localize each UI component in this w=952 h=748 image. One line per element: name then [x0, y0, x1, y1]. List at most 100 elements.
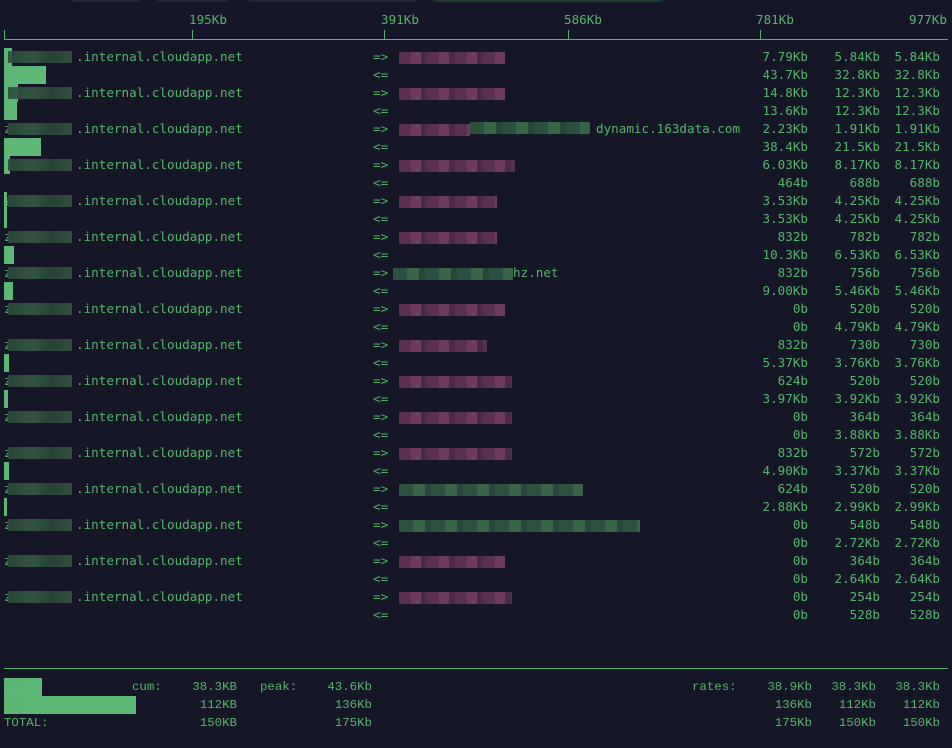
scale-tick — [4, 30, 5, 40]
rx-rate-bar — [4, 138, 41, 156]
scale-axis — [4, 39, 948, 40]
rx-rate-40s: 688b — [909, 175, 940, 190]
rx-rate-40s: 4.79Kb — [894, 319, 941, 334]
tx-rate-10s: 38.3Kb — [831, 680, 876, 694]
tx-rate-10s: 364b — [849, 409, 880, 424]
host-name[interactable]: .internal.cloudapp.net — [76, 373, 243, 388]
host-name[interactable]: .internal.cloudapp.net — [76, 157, 243, 172]
rx-rate-40s: 3.92Kb — [894, 391, 941, 406]
rx-rate-10s: 32.8Kb — [834, 67, 881, 82]
host-name[interactable]: .internal.cloudapp.net — [76, 481, 243, 496]
rx-rate-40s: 112Kb — [902, 698, 940, 712]
total-label: TOTAL: — [4, 716, 49, 730]
redacted-host — [8, 591, 72, 603]
rx-rate-2s: 3.97Kb — [762, 391, 809, 406]
tx-rate-2s: 0b — [792, 409, 808, 424]
tx-rate-40s: 254b — [909, 589, 940, 604]
redacted-destination — [399, 376, 512, 388]
rx-rate-40s: 528b — [909, 607, 940, 622]
tx-arrow: => — [373, 49, 389, 64]
tx-rate-10s: 730b — [849, 337, 880, 352]
rx-rate-bar — [4, 282, 13, 300]
rx-arrow: <= — [373, 67, 389, 82]
host-prefix: z — [4, 480, 12, 498]
tx-rate-2s: 14.8Kb — [762, 85, 809, 100]
host-name[interactable]: .internal.cloudapp.net — [76, 445, 243, 460]
tx-rate-2s: 38.9Kb — [767, 680, 812, 694]
rates-label: rates: — [692, 680, 737, 694]
total-rate-40s: 150Kb — [902, 716, 940, 730]
tx-arrow: => — [373, 337, 389, 352]
redacted-host — [8, 411, 72, 423]
rx-rate-10s: 3.37Kb — [834, 463, 881, 478]
rx-rate-10s: 3.88Kb — [834, 427, 881, 442]
tx-rate-10s: 364b — [849, 553, 880, 568]
tx-rate-10s: 8.17Kb — [834, 157, 881, 172]
redacted-host — [8, 231, 72, 243]
scale-tick — [760, 30, 761, 40]
tx-rate-10s: 1.91Kb — [834, 121, 881, 136]
host-prefix: z — [4, 120, 12, 138]
rx-rate-10s: 5.46Kb — [834, 283, 881, 298]
tx-arrow: => — [373, 265, 389, 280]
redacted-host — [8, 303, 72, 315]
host-name[interactable]: .internal.cloudapp.net — [76, 589, 243, 604]
host-name[interactable]: .internal.cloudapp.net — [76, 121, 243, 136]
host-prefix: z — [4, 444, 12, 462]
rx-rate-2s: 2.88Kb — [762, 499, 809, 514]
host-name[interactable]: .internal.cloudapp.net — [76, 85, 243, 100]
total-rate-10s: 150Kb — [838, 716, 876, 730]
tab[interactable] — [70, 0, 142, 2]
host-name[interactable]: .internal.cloudapp.net — [76, 337, 243, 352]
rx-rate-40s: 32.8Kb — [894, 67, 941, 82]
redacted-host — [8, 267, 72, 279]
rx-rate-2s: 43.7Kb — [762, 67, 809, 82]
rx-arrow: <= — [373, 499, 389, 514]
redacted-destination — [399, 196, 497, 208]
scale-tick — [384, 30, 385, 40]
host-name[interactable]: .internal.cloudapp.net — [76, 553, 243, 568]
rx-rate-10s: 112Kb — [838, 698, 876, 712]
redacted-destination — [399, 160, 515, 172]
host-name[interactable]: .internal.cloudapp.net — [76, 265, 243, 280]
tx-rate-2s: 832b — [777, 445, 808, 460]
host-prefix: z — [4, 228, 12, 246]
scale-tick — [568, 30, 569, 40]
host-name[interactable]: .internal.cloudapp.net — [76, 409, 243, 424]
tab[interactable] — [247, 0, 419, 2]
rx-rate-bar — [4, 66, 46, 84]
host-name[interactable]: .internal.cloudapp.net — [76, 301, 243, 316]
rx-rate-2s: 136Kb — [774, 698, 812, 712]
tx-rate-40s: 572b — [909, 445, 940, 460]
tx-rate-40s: 8.17Kb — [894, 157, 941, 172]
tx-rate-10s: 756b — [849, 265, 880, 280]
rx-arrow: <= — [373, 607, 389, 622]
tab-active[interactable] — [432, 0, 664, 2]
total-peak: 175Kb — [334, 716, 372, 730]
host-name[interactable]: .internal.cloudapp.net — [76, 193, 243, 208]
host-name[interactable]: .internal.cloudapp.net — [76, 49, 243, 64]
host-name[interactable]: .internal.cloudapp.net — [76, 229, 243, 244]
rx-rate-10s: 528b — [849, 607, 880, 622]
tx-rate-40s: 364b — [909, 409, 940, 424]
tx-rate-40s: 782b — [909, 229, 940, 244]
redacted-destination — [399, 88, 505, 100]
tx-total-bar — [4, 678, 42, 696]
scale-tick-label: 391Kb — [381, 12, 419, 27]
footer-divider — [4, 668, 948, 669]
redacted-host — [8, 123, 72, 135]
destination-name[interactable]: dynamic.163data.com — [596, 121, 741, 136]
rx-rate-bar — [4, 498, 7, 516]
destination-name[interactable]: hz.net — [513, 265, 559, 280]
host-name[interactable]: .internal.cloudapp.net — [76, 517, 243, 532]
tab[interactable] — [155, 0, 230, 2]
rx-rate-bar — [4, 102, 17, 120]
rx-rate-40s: 6.53Kb — [894, 247, 941, 262]
redacted-destination — [399, 556, 505, 568]
rx-rate-2s: 4.90Kb — [762, 463, 809, 478]
tx-rate-10s: 254b — [849, 589, 880, 604]
redacted-destination — [399, 52, 505, 64]
redacted-destination — [399, 520, 640, 532]
rx-arrow: <= — [373, 103, 389, 118]
tx-rate-10s: 4.25Kb — [834, 193, 881, 208]
